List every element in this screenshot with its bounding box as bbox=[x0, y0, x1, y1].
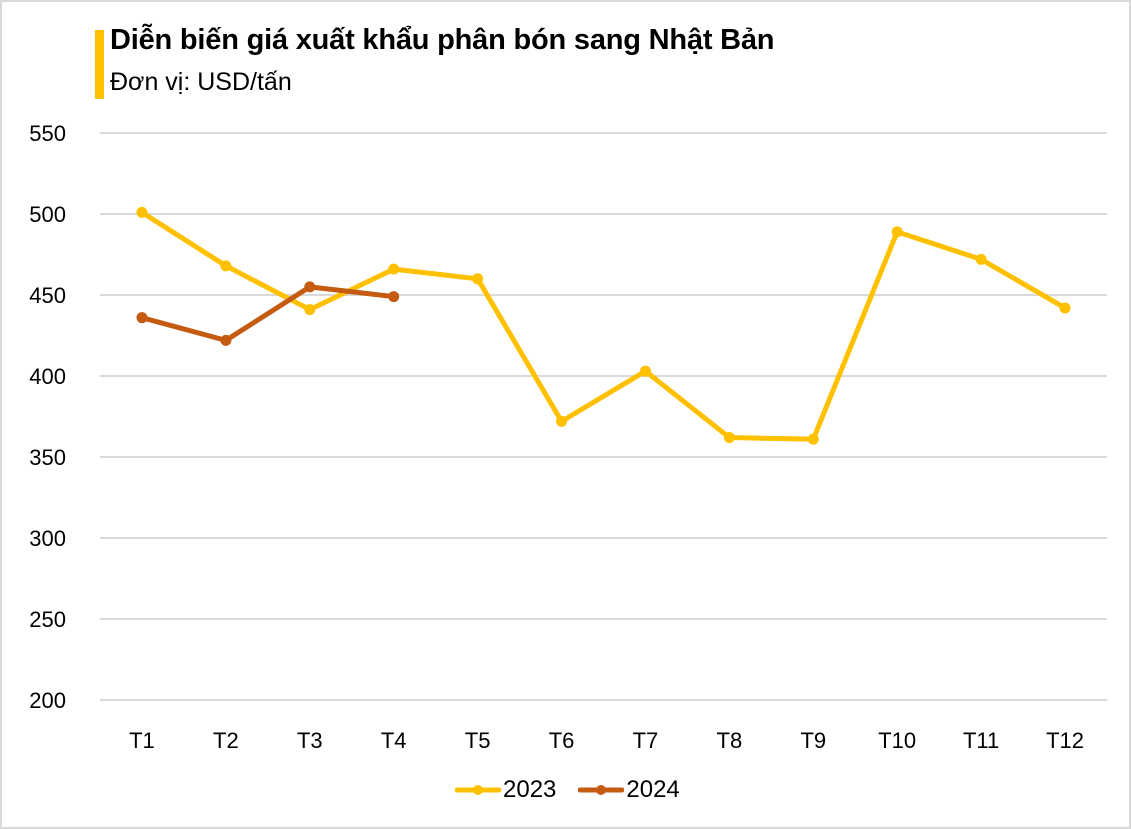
y-tick-label: 250 bbox=[29, 607, 66, 632]
x-tick-label: T11 bbox=[963, 728, 999, 753]
legend-label: 2023 bbox=[503, 776, 557, 803]
data-point bbox=[304, 304, 316, 316]
x-tick-label: T4 bbox=[381, 728, 407, 753]
y-axis-ticks: 200 250 300 350 400 450 500 550 bbox=[29, 121, 66, 713]
x-tick-label: T12 bbox=[1046, 728, 1084, 753]
x-tick-label: T9 bbox=[800, 728, 826, 753]
x-tick-label: T2 bbox=[213, 728, 239, 753]
series-2023 bbox=[136, 206, 1071, 445]
legend-item-2024: 2024 bbox=[578, 776, 680, 804]
title-accent-bar bbox=[95, 30, 104, 99]
y-tick-label: 350 bbox=[29, 445, 66, 470]
legend-label: 2024 bbox=[626, 776, 680, 803]
x-tick-label: T3 bbox=[297, 728, 323, 753]
data-point bbox=[220, 334, 232, 346]
data-point bbox=[472, 273, 484, 285]
x-tick-label: T10 bbox=[878, 728, 916, 753]
y-tick-label: 450 bbox=[29, 283, 66, 308]
x-tick-label: T6 bbox=[549, 728, 575, 753]
data-point bbox=[388, 291, 400, 303]
legend-marker-icon bbox=[578, 785, 625, 795]
y-tick-label: 200 bbox=[29, 688, 66, 713]
series-line bbox=[139, 284, 397, 343]
data-point bbox=[1059, 302, 1071, 314]
data-point bbox=[975, 253, 987, 265]
data-point bbox=[891, 226, 903, 238]
legend-marker-icon bbox=[455, 785, 501, 795]
data-point bbox=[556, 415, 568, 427]
series-2024 bbox=[136, 281, 400, 346]
data-point bbox=[304, 281, 316, 293]
x-tick-label: T5 bbox=[465, 728, 491, 753]
series-lines bbox=[136, 206, 1071, 445]
data-point bbox=[136, 206, 148, 218]
chart-title: Diễn biến giá xuất khẩu phân bón sang Nh… bbox=[110, 24, 775, 56]
data-point bbox=[220, 260, 232, 272]
y-tick-label: 500 bbox=[29, 202, 66, 227]
legend: 2023 2024 bbox=[455, 776, 680, 804]
data-point bbox=[388, 263, 400, 275]
data-point bbox=[136, 312, 148, 324]
legend-item-2023: 2023 bbox=[455, 776, 556, 804]
gridlines bbox=[100, 132, 1107, 701]
data-point bbox=[639, 365, 651, 377]
data-point bbox=[807, 433, 819, 445]
data-point bbox=[723, 432, 735, 444]
series-line bbox=[139, 209, 1068, 442]
y-tick-label: 550 bbox=[29, 121, 66, 146]
x-tick-label: T8 bbox=[717, 728, 743, 753]
x-axis-ticks: T1 T2 T3 T4 T5 T6 T7 T8 T9 T10 T11 T12 bbox=[129, 728, 1084, 753]
x-tick-label: T7 bbox=[633, 728, 659, 753]
y-tick-label: 400 bbox=[29, 364, 66, 389]
y-tick-label: 300 bbox=[29, 526, 66, 551]
chart-subtitle: Đơn vị: USD/tấn bbox=[110, 68, 292, 96]
x-tick-label: T1 bbox=[129, 728, 155, 753]
